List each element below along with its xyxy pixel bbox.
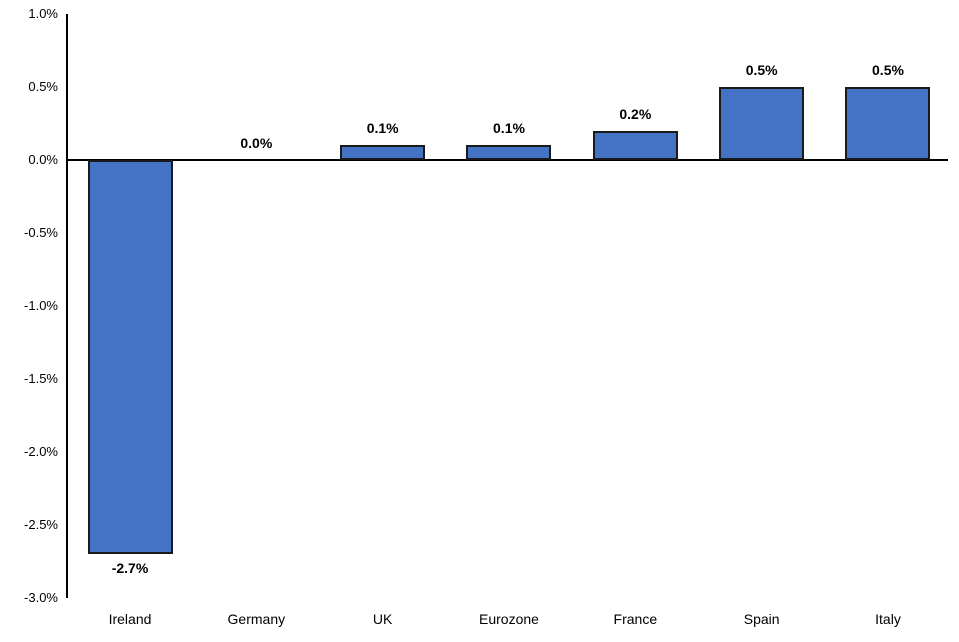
y-axis-tick-label: -3.0% [24,590,58,605]
bar-value-label-spain: 0.5% [745,62,778,78]
x-axis-zero-line [66,159,948,161]
y-axis-tick-label: -1.5% [24,371,58,386]
bar-value-label-eurozone: 0.1% [493,120,525,137]
x-axis-category-label-france: France [613,611,658,627]
y-axis-tick-label: 0.5% [28,79,58,94]
bar-value-label-france: 0.2% [619,105,652,122]
bar-italy [845,87,931,160]
x-axis-category-label-ireland: Ireland [108,611,152,627]
x-axis-category-label-eurozone: Eurozone [479,611,539,627]
y-axis-tick-label: -0.5% [24,225,58,240]
y-axis-line [66,14,68,598]
y-axis-tick-label: -1.0% [24,298,58,313]
x-axis-category-label-uk: UK [372,611,393,627]
bar-eurozone [466,145,552,160]
x-axis-category-label-germany: Germany [227,611,286,627]
x-axis-category-label-spain: Spain [743,611,780,627]
bar-uk [340,145,426,160]
y-axis-tick-label: -2.0% [24,444,58,459]
bar-value-label-ireland: -2.7% [111,560,149,577]
bar-spain [719,87,805,160]
y-axis-tick-label: 1.0% [28,6,58,21]
bar-value-label-germany: 0.0% [240,135,273,151]
bar-france [592,130,678,160]
x-axis-category-label-italy: Italy [875,611,901,627]
bar-value-label-italy: 0.5% [872,62,904,78]
bar-ireland [87,160,173,555]
bar-value-label-uk: 0.1% [366,120,399,137]
y-axis-tick-label: 0.0% [28,152,58,167]
y-axis-tick-label: -2.5% [24,517,58,532]
